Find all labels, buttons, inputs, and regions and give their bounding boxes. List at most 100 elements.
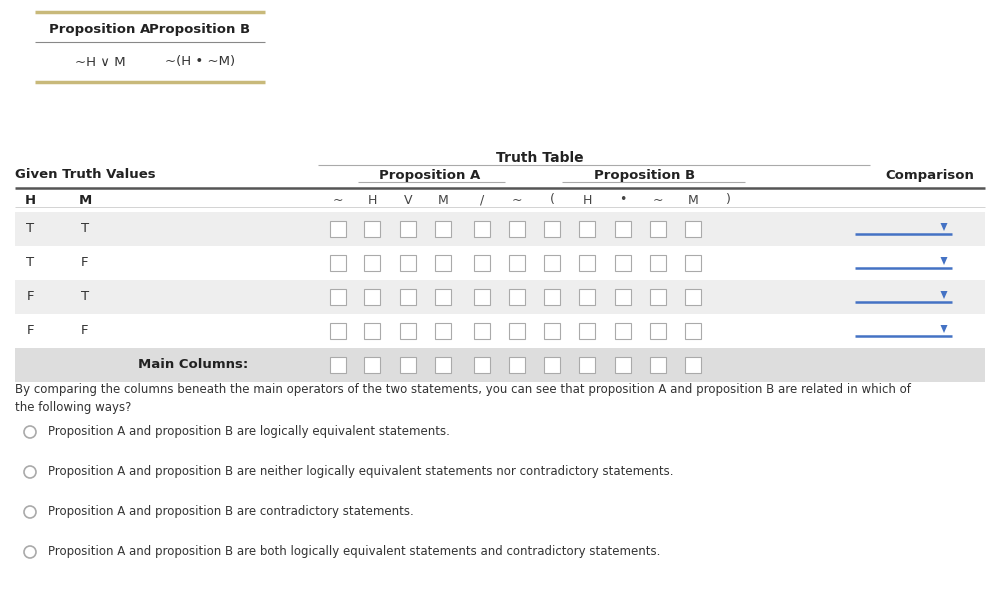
Text: ~(H • ~M): ~(H • ~M) bbox=[165, 55, 235, 69]
Text: Truth Table: Truth Table bbox=[496, 151, 584, 165]
Bar bbox=[364, 255, 380, 271]
Text: Main Columns:: Main Columns: bbox=[138, 359, 248, 371]
Bar bbox=[685, 323, 701, 339]
Bar bbox=[685, 221, 701, 237]
Text: F: F bbox=[26, 291, 34, 303]
Text: F: F bbox=[26, 325, 34, 337]
Bar bbox=[435, 221, 451, 237]
Bar bbox=[544, 323, 560, 339]
Polygon shape bbox=[941, 291, 948, 299]
Bar bbox=[615, 323, 631, 339]
Bar bbox=[400, 323, 416, 339]
Bar bbox=[615, 357, 631, 373]
Polygon shape bbox=[941, 325, 948, 333]
Text: ~H ∨ M: ~H ∨ M bbox=[75, 55, 125, 69]
Text: ~: ~ bbox=[512, 193, 523, 207]
Text: ~: ~ bbox=[653, 193, 664, 207]
Bar bbox=[544, 357, 560, 373]
Bar bbox=[650, 289, 666, 305]
Text: T: T bbox=[26, 257, 34, 269]
Text: H: H bbox=[583, 193, 592, 207]
Bar bbox=[685, 357, 701, 373]
Text: By comparing the columns beneath the main operators of the two statements, you c: By comparing the columns beneath the mai… bbox=[15, 384, 911, 396]
Text: the following ways?: the following ways? bbox=[15, 401, 131, 415]
Text: Proposition B: Proposition B bbox=[149, 24, 250, 36]
Bar bbox=[474, 289, 490, 305]
Text: Proposition A and proposition B are contradictory statements.: Proposition A and proposition B are cont… bbox=[48, 505, 413, 519]
Bar bbox=[579, 289, 595, 305]
Text: T: T bbox=[81, 291, 89, 303]
Text: Proposition A: Proposition A bbox=[49, 24, 150, 36]
Text: •: • bbox=[620, 193, 627, 207]
Bar bbox=[15, 212, 985, 246]
Bar bbox=[330, 221, 346, 237]
Polygon shape bbox=[941, 257, 948, 265]
Bar bbox=[364, 221, 380, 237]
Bar bbox=[509, 323, 525, 339]
Bar bbox=[615, 255, 631, 271]
Bar bbox=[579, 221, 595, 237]
Text: T: T bbox=[26, 223, 34, 235]
Text: T: T bbox=[81, 223, 89, 235]
Text: M: M bbox=[437, 193, 448, 207]
Bar bbox=[509, 221, 525, 237]
Text: ): ) bbox=[726, 193, 731, 207]
Bar bbox=[544, 221, 560, 237]
Text: Proposition B: Proposition B bbox=[595, 168, 696, 182]
Bar bbox=[474, 323, 490, 339]
Text: H: H bbox=[367, 193, 376, 207]
Bar bbox=[364, 323, 380, 339]
Text: M: M bbox=[688, 193, 699, 207]
Bar bbox=[330, 323, 346, 339]
Bar bbox=[400, 255, 416, 271]
Bar bbox=[509, 357, 525, 373]
Bar bbox=[685, 289, 701, 305]
Bar bbox=[615, 221, 631, 237]
Bar bbox=[650, 255, 666, 271]
Bar bbox=[544, 255, 560, 271]
Text: Proposition A and proposition B are both logically equivalent statements and con: Proposition A and proposition B are both… bbox=[48, 545, 661, 559]
Bar bbox=[330, 357, 346, 373]
Bar bbox=[579, 255, 595, 271]
Text: Proposition A: Proposition A bbox=[379, 168, 480, 182]
Bar bbox=[650, 323, 666, 339]
Bar bbox=[15, 280, 985, 314]
Bar bbox=[400, 357, 416, 373]
Bar bbox=[509, 255, 525, 271]
Text: Proposition A and proposition B are neither logically equivalent statements nor : Proposition A and proposition B are neit… bbox=[48, 466, 674, 478]
Bar bbox=[435, 289, 451, 305]
Text: H: H bbox=[24, 193, 36, 207]
Text: F: F bbox=[81, 257, 89, 269]
Bar bbox=[685, 255, 701, 271]
Bar bbox=[579, 357, 595, 373]
Bar bbox=[435, 255, 451, 271]
Text: Proposition A and proposition B are logically equivalent statements.: Proposition A and proposition B are logi… bbox=[48, 426, 449, 438]
Text: (: ( bbox=[550, 193, 555, 207]
Bar bbox=[474, 255, 490, 271]
Bar bbox=[650, 357, 666, 373]
Text: F: F bbox=[81, 325, 89, 337]
Bar bbox=[615, 289, 631, 305]
Bar bbox=[400, 221, 416, 237]
Text: M: M bbox=[78, 193, 92, 207]
Polygon shape bbox=[941, 223, 948, 231]
Text: Comparison: Comparison bbox=[886, 168, 974, 182]
Bar bbox=[400, 289, 416, 305]
Bar bbox=[650, 221, 666, 237]
Bar bbox=[364, 357, 380, 373]
Bar bbox=[544, 289, 560, 305]
Bar bbox=[435, 323, 451, 339]
Bar bbox=[474, 221, 490, 237]
Bar bbox=[474, 357, 490, 373]
Text: ~: ~ bbox=[332, 193, 343, 207]
Bar bbox=[364, 289, 380, 305]
Bar bbox=[509, 289, 525, 305]
Text: Given Truth Values: Given Truth Values bbox=[15, 168, 155, 182]
Bar bbox=[330, 289, 346, 305]
Bar bbox=[330, 255, 346, 271]
Bar bbox=[579, 323, 595, 339]
Bar bbox=[15, 348, 985, 382]
Text: /: / bbox=[479, 193, 484, 207]
Text: V: V bbox=[403, 193, 412, 207]
Bar bbox=[435, 357, 451, 373]
